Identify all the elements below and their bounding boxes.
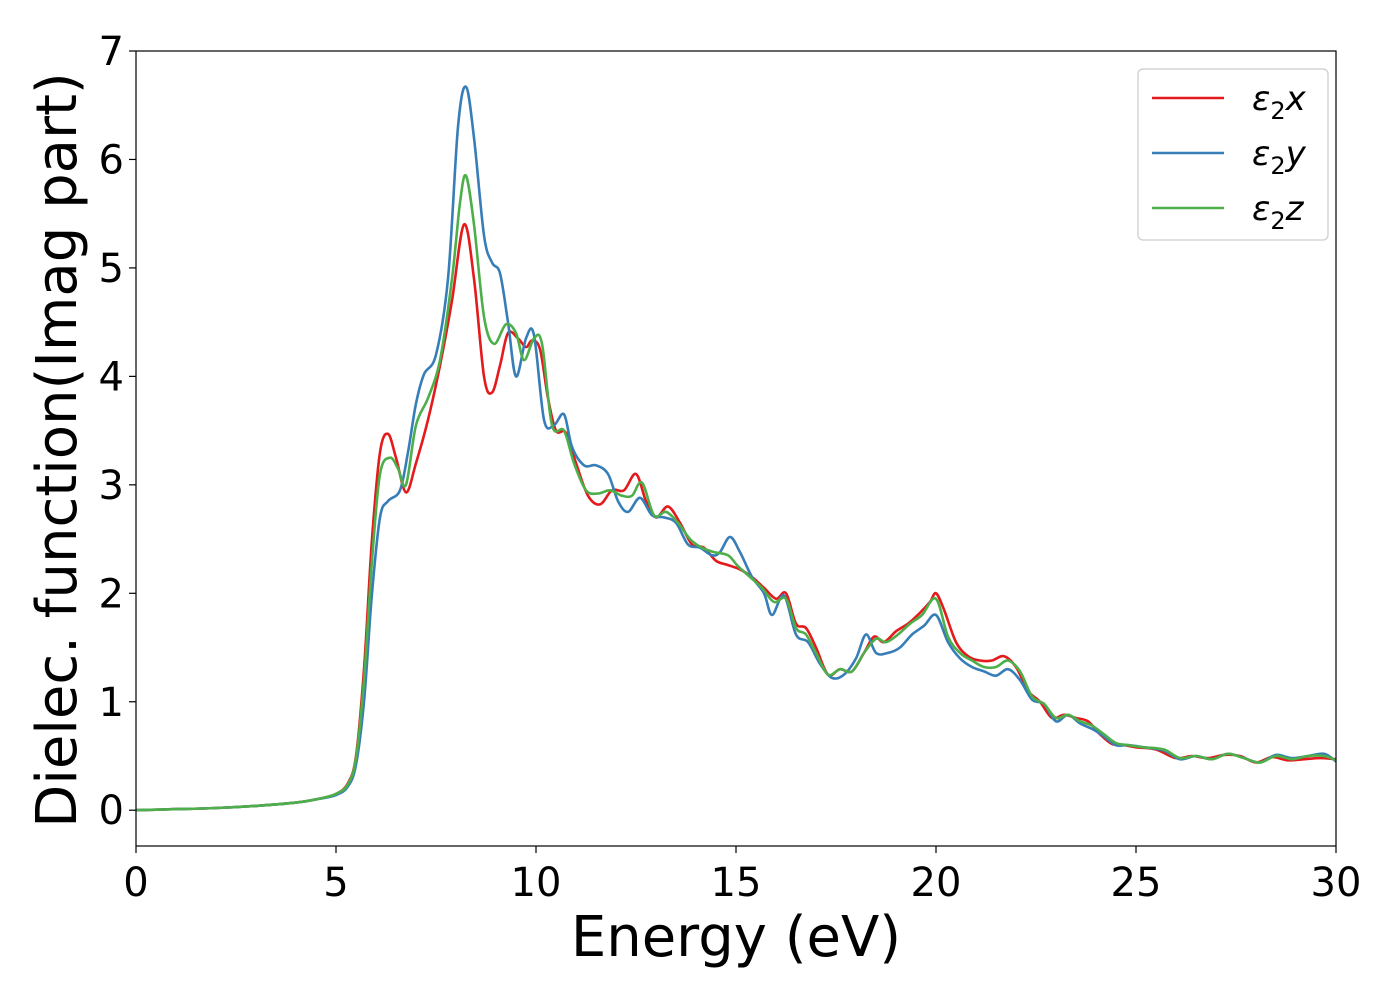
legend-label: ε2y xyxy=(1252,134,1307,180)
y-tick-label: 2 xyxy=(99,571,124,617)
legend-label: ε2x xyxy=(1252,79,1307,125)
legend-item-y: ε2y xyxy=(1152,134,1307,180)
series-lines xyxy=(136,85,1336,812)
y-tick-label: 4 xyxy=(99,354,124,400)
series-line-x xyxy=(136,223,1336,812)
legend-box xyxy=(1137,68,1329,241)
x-tick-label: 5 xyxy=(323,860,348,906)
y-tick-label: 3 xyxy=(99,463,124,509)
y-tick-label: 5 xyxy=(99,246,124,292)
legend-item-z: ε2z xyxy=(1152,189,1305,235)
legend: ε2x ε2y ε2z xyxy=(1137,68,1329,241)
x-tick-label: 15 xyxy=(711,860,762,906)
y-tick-label: 7 xyxy=(99,29,124,75)
legend-item-x: ε2x xyxy=(1152,79,1307,125)
y-tick-label: 6 xyxy=(99,137,124,183)
y-tick-label: 1 xyxy=(99,680,124,726)
series-line-z xyxy=(136,173,1336,812)
y-tick-label: 0 xyxy=(99,788,124,834)
x-tick-label: 30 xyxy=(1311,860,1362,906)
x-tick-label: 10 xyxy=(511,860,562,906)
x-axis-title: Energy (eV) xyxy=(571,905,901,970)
x-axis-ticks: 0 5 10 15 20 25 30 xyxy=(123,846,1361,906)
legend-label: ε2z xyxy=(1252,189,1305,235)
series-line-y xyxy=(136,85,1336,812)
x-tick-label: 25 xyxy=(1111,860,1162,906)
y-axis-ticks: 0 1 2 3 4 5 6 7 xyxy=(99,29,136,834)
x-tick-label: 20 xyxy=(911,860,962,906)
x-tick-label: 0 xyxy=(123,860,148,906)
y-axis-title: Dielec. function(Imag part) xyxy=(25,72,90,828)
